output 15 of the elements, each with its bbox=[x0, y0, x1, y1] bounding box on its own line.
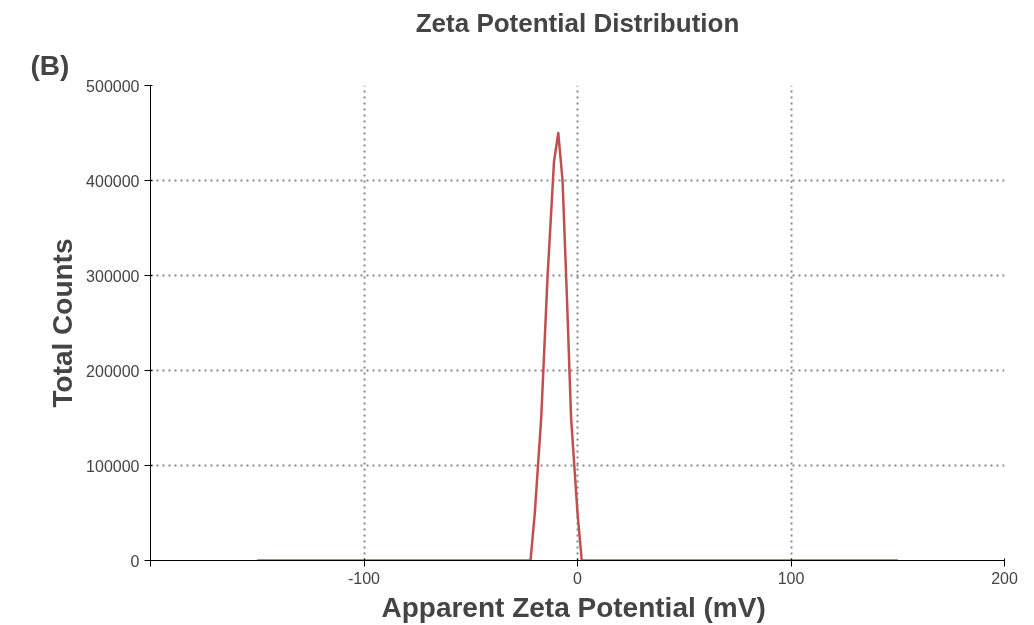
y-tick-label: 200000 bbox=[86, 362, 140, 380]
chart-title: Zeta Potential Distribution bbox=[415, 7, 740, 38]
y-tick-label: 300000 bbox=[86, 267, 140, 285]
y-tick-label: 0 bbox=[130, 552, 140, 570]
x-tick-label: -100 bbox=[347, 569, 381, 587]
y-tick-label: 500000 bbox=[86, 77, 140, 95]
text: (B) bbox=[30, 49, 70, 81]
x-tick-label: 100 bbox=[777, 569, 805, 587]
y-axis-title: Total Counts bbox=[47, 238, 79, 408]
x-tick-label: 200 bbox=[991, 569, 1018, 587]
y-tick-label: 100000 bbox=[86, 457, 140, 475]
x-axis-title: Apparent Zeta Potential (mV) bbox=[381, 591, 766, 623]
line-series bbox=[256, 131, 899, 561]
y-tick-label: 400000 bbox=[86, 172, 140, 190]
x-tick-label: 0 bbox=[573, 569, 583, 587]
